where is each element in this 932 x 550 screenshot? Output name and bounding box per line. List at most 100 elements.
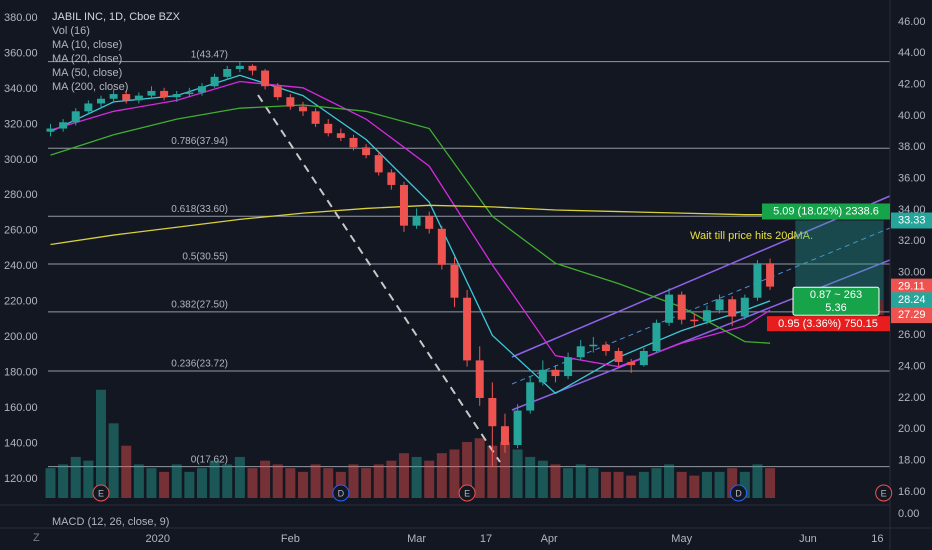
y2-tick-label: 26.00 (898, 329, 926, 341)
candle-body (753, 263, 762, 298)
corner-button[interactable]: Z (33, 532, 40, 544)
y2-tick-label: 18.00 (898, 455, 926, 467)
volume-bar (171, 464, 182, 498)
candle-body (261, 70, 270, 87)
y-tick-label: 120.00 (4, 473, 38, 485)
volume-bar (626, 475, 637, 498)
volume-bar (537, 460, 548, 498)
volume-bar (260, 460, 271, 498)
candle-body (286, 97, 295, 107)
x-tick-label: Apr (541, 533, 558, 545)
fib-label: 1(43.47) (191, 49, 228, 60)
candle-body (387, 172, 396, 185)
volume-bar (285, 468, 296, 498)
candle-body (601, 344, 610, 351)
candle-body (614, 351, 623, 362)
volume-bar (159, 471, 170, 498)
candle-body (740, 297, 749, 317)
y-tick-label: 340.00 (4, 83, 38, 95)
candle-body (399, 184, 408, 226)
volume-bar (436, 453, 447, 498)
legend-item: MA (10, close) (52, 39, 122, 51)
candle-body (437, 228, 446, 265)
legend-item: MA (200, close) (52, 81, 128, 93)
event-label: D (735, 488, 742, 498)
legend-item: Vol (16) (52, 25, 90, 37)
stop-label-bg (767, 316, 890, 332)
candle-body (728, 299, 737, 317)
event-label: D (338, 488, 345, 498)
volume-bar (638, 471, 649, 498)
x-tick-label: Mar (407, 533, 426, 545)
y2-tick-label: 36.00 (898, 173, 926, 185)
event-marker (458, 484, 476, 502)
volume-bar (714, 471, 725, 498)
volume-bar (272, 464, 283, 498)
candle-body (324, 123, 333, 134)
volume-bar (348, 464, 359, 498)
candle-body (564, 357, 573, 377)
y2-tick-label: 46.00 (898, 16, 926, 28)
price-label: 27.29 (898, 309, 926, 321)
volume-bar (45, 468, 56, 498)
candle-body (109, 94, 118, 99)
y-tick-label: 280.00 (4, 189, 38, 201)
volume-bar (563, 468, 574, 498)
volume-bar (487, 445, 498, 498)
annotation: Wait till price hits 20dMA. (690, 230, 813, 242)
event-marker (92, 484, 110, 502)
candle-body (172, 94, 181, 98)
volume-bar (209, 460, 220, 498)
candle-body (134, 95, 143, 101)
candle-body (210, 76, 219, 87)
y-tick-label: 260.00 (4, 225, 38, 237)
volume-bar (146, 468, 157, 498)
volume-bar (664, 464, 675, 498)
candle-body (589, 344, 598, 347)
candle-body (526, 382, 535, 411)
fib-label: 0.618(33.60) (171, 204, 228, 215)
volume-bar (689, 475, 700, 498)
y-tick-label: 240.00 (4, 260, 38, 272)
legend-item: MA (50, close) (52, 67, 122, 79)
price-label: 28.24 (898, 294, 926, 306)
volume-bar (83, 460, 94, 498)
volume-bar (398, 453, 409, 498)
volume-bar (108, 423, 119, 498)
volume-bar (386, 460, 397, 498)
y-tick-label: 320.00 (4, 118, 38, 130)
volume-bar (373, 464, 384, 498)
volume-bar (676, 471, 687, 498)
candle-body (488, 398, 497, 427)
candle-body (450, 264, 459, 298)
candle-body (298, 106, 307, 112)
volume-bar (222, 464, 233, 498)
y-tick-label: 220.00 (4, 296, 38, 308)
target-label: 5.09 (18.02%) 2338.6 (773, 205, 879, 217)
event-marker (730, 484, 748, 502)
candle-body (690, 319, 699, 322)
center-label: 5.36 (825, 302, 846, 314)
y2-tick-label: 20.00 (898, 423, 926, 435)
volume-bar (361, 468, 372, 498)
candle-body (702, 310, 711, 322)
price-label: 29.11 (898, 281, 925, 293)
fib-label: 0.382(27.50) (171, 299, 228, 310)
volume-bar (651, 468, 662, 498)
y2-tick-label: 24.00 (898, 361, 926, 373)
event-label: E (98, 488, 104, 498)
candle-body (59, 122, 68, 129)
event-marker (875, 484, 893, 502)
candle-body (122, 94, 131, 101)
price-label-bg (891, 307, 932, 324)
volume-bar (613, 471, 624, 498)
volume-bar (323, 468, 334, 498)
volume-bar (449, 449, 460, 498)
volume-bar (575, 464, 586, 498)
volume-bar (727, 468, 738, 498)
y2-tick-label: 30.00 (898, 267, 926, 279)
legend-title: JABIL INC, 1D, Cboe BZX (52, 11, 181, 23)
y-tick-label: 140.00 (4, 437, 38, 449)
candle-body (349, 137, 358, 148)
